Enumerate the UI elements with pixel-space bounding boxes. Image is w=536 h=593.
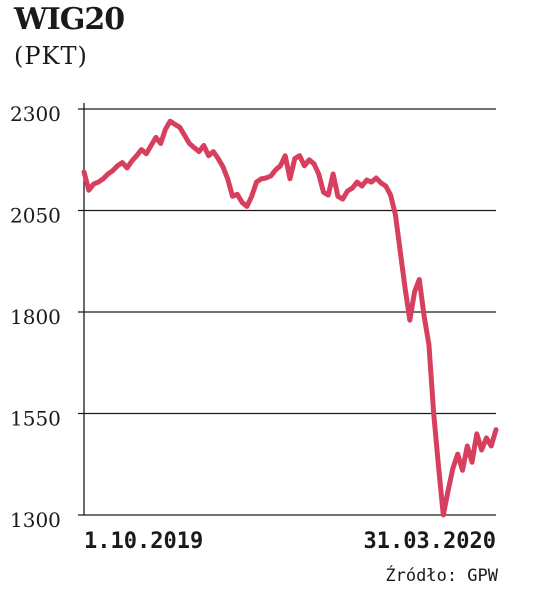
y-tick-label: 1800: [10, 305, 61, 329]
y-tick-label: 1550: [10, 407, 61, 431]
x-tick-label: 1.10.2019: [84, 529, 203, 554]
y-tick-label: 2300: [10, 102, 61, 126]
source-note: Źródło: GPW: [385, 566, 498, 586]
x-tick-label: 31.03.2020: [364, 529, 496, 554]
y-tick-label: 2050: [10, 204, 61, 228]
chart-title: WIG20: [14, 2, 125, 37]
series-line: [81, 118, 499, 518]
chart-unit: (PKT): [14, 42, 88, 70]
y-tick-label: 1300: [10, 508, 61, 532]
